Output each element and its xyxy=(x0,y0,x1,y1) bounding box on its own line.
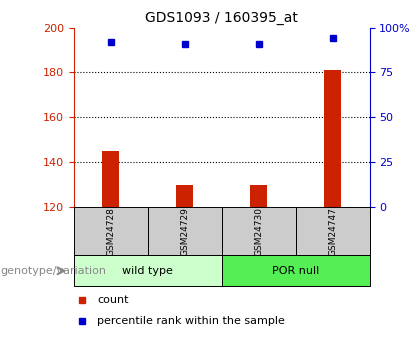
Bar xyxy=(250,185,267,207)
Text: GSM24728: GSM24728 xyxy=(106,207,115,256)
Text: GSM24730: GSM24730 xyxy=(254,207,263,256)
Title: GDS1093 / 160395_at: GDS1093 / 160395_at xyxy=(145,11,298,25)
Text: percentile rank within the sample: percentile rank within the sample xyxy=(97,316,285,326)
Bar xyxy=(222,255,370,286)
Bar xyxy=(74,255,222,286)
Text: count: count xyxy=(97,295,129,305)
Text: genotype/variation: genotype/variation xyxy=(0,266,106,276)
Bar xyxy=(222,207,296,255)
Bar xyxy=(102,151,119,207)
Bar xyxy=(324,70,341,207)
Bar xyxy=(296,207,370,255)
Text: wild type: wild type xyxy=(122,266,173,276)
Text: POR null: POR null xyxy=(272,266,319,276)
Bar xyxy=(74,207,147,255)
Bar xyxy=(147,207,222,255)
Text: GSM24729: GSM24729 xyxy=(180,207,189,256)
Text: GSM24747: GSM24747 xyxy=(328,207,337,256)
Bar xyxy=(176,185,193,207)
